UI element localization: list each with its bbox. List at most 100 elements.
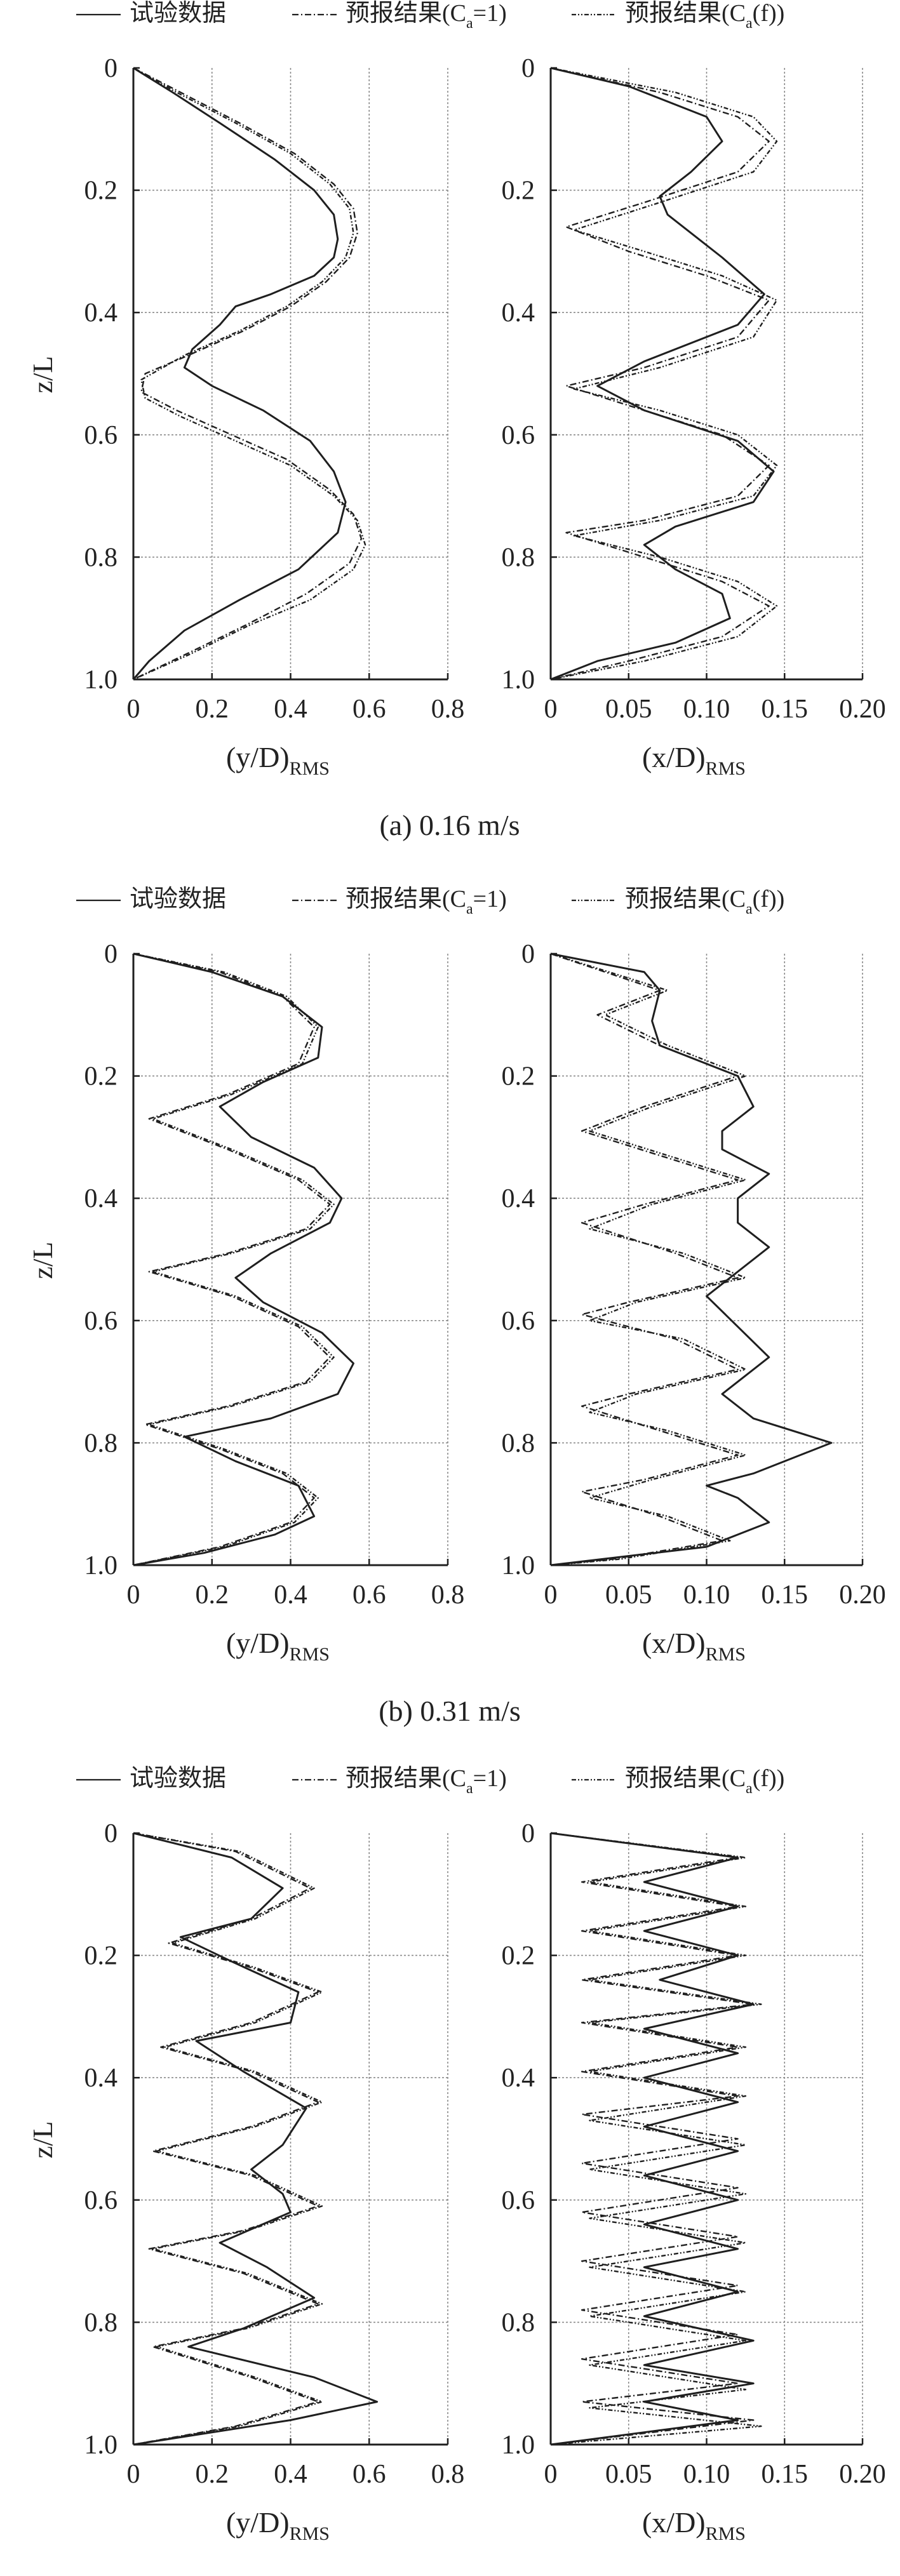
panel-2: 试验数据 预报结果(Ca​=1) 预报结果(Ca​(f)) 0 0.2 0.4 0.6 0.8… (27, 886, 886, 1727)
x-tick-label: 0 (127, 2460, 140, 2489)
legend-label: 预报结果(Ca​=1) (346, 0, 507, 32)
y-tick-label: 0.2 (502, 177, 535, 206)
x-axis-label: (x/D)RMS (642, 1627, 746, 1665)
y-tick-label: 0.4 (502, 298, 535, 328)
legend-label: 预报结果(Ca​(f)) (625, 1765, 784, 1797)
subplot-2: 0 0.2 0.4 0.6 0.8 1.0 0 0.05 0.10 0.15 0.20 (x/D)RM… (502, 1819, 886, 2544)
x-tick-label: 0.15 (762, 2460, 809, 2489)
panel-caption: (a) 0.16 m/s (379, 809, 520, 841)
y-tick-label: 0 (521, 54, 535, 83)
x-tick-label: 0.05 (605, 2460, 652, 2489)
y-tick-label: 0.6 (84, 421, 118, 450)
y-tick-label: 0 (104, 940, 118, 969)
x-tick-label: 0.2 (196, 695, 229, 724)
x-tick-label: 0.20 (839, 1580, 886, 1610)
legend: 试验数据 预报结果(Ca​=1) 预报结果(Ca​(f)) (76, 0, 784, 32)
x-tick-label: 0.05 (605, 695, 652, 724)
legend-label: 试验数据 (130, 0, 226, 27)
series-line-3 (133, 67, 366, 681)
y-tick-label: 0.8 (502, 2308, 535, 2337)
x-tick-label: 0 (127, 695, 140, 724)
y-tick-label: 0.6 (84, 1307, 118, 1336)
series-line-2 (133, 952, 331, 1566)
x-tick-label: 0.20 (839, 2460, 886, 2489)
series-line-1 (133, 952, 354, 1566)
y-tick-label: 0.4 (502, 2064, 535, 2093)
y-tick-label: 1.0 (84, 665, 118, 695)
subplot-1: 0 0.2 0.4 0.6 0.8 1.0 0 0.2 0.4 0.6 0.8 z/L (y/D)RMS (27, 1819, 464, 2544)
y-tick-label: 0 (521, 940, 535, 969)
y-tick-label: 0.4 (84, 2064, 118, 2093)
y-tick-label: 0.8 (502, 1429, 535, 1458)
series-line-2 (550, 952, 739, 1566)
y-tick-label: 0.2 (502, 1062, 535, 1091)
subplot-2: 0 0.2 0.4 0.6 0.8 1.0 0 0.05 0.10 0.15 0.20 (x/D)RM… (502, 54, 886, 779)
y-tick-label: 0.8 (84, 543, 118, 572)
x-tick-label: 0.2 (196, 1580, 229, 1610)
y-tick-label: 0.8 (84, 1429, 118, 1458)
legend-label: 预报结果(Ca​(f)) (625, 0, 784, 32)
y-tick-label: 0.2 (502, 1942, 535, 1971)
x-tick-label: 0.05 (605, 1580, 652, 1610)
x-tick-label: 0.15 (762, 695, 809, 724)
y-axis-label: z/L (27, 1242, 58, 1279)
y-tick-label: 0.6 (502, 1307, 535, 1336)
y-tick-label: 0.2 (84, 1062, 118, 1091)
legend-label: 试验数据 (130, 886, 226, 912)
series-line-1 (132, 67, 347, 680)
panel-1: 试验数据 预报结果(Ca​=1) 预报结果(Ca​(f)) 0 0.2 0.4 0.6 0.8… (27, 0, 886, 841)
x-tick-label: 0.6 (353, 695, 386, 724)
x-tick-label: 0 (127, 1580, 140, 1610)
y-tick-label: 0.6 (84, 2186, 118, 2215)
series-line-1 (550, 952, 833, 1566)
x-tick-label: 0 (544, 2460, 558, 2489)
series-line-2 (133, 1832, 319, 2446)
y-tick-label: 1.0 (502, 1551, 535, 1580)
series-line-2 (550, 1832, 755, 2446)
y-tick-label: 0 (104, 1819, 118, 1848)
legend-label: 试验数据 (130, 1765, 226, 1792)
y-axis-label: z/L (27, 2121, 58, 2159)
x-tick-label: 0.8 (431, 2460, 465, 2489)
x-tick-label: 0.10 (683, 695, 730, 724)
series-line-2 (550, 67, 770, 681)
y-tick-label: 0.2 (84, 177, 118, 206)
legend: 试验数据 预报结果(Ca​=1) 预报结果(Ca​(f)) (76, 1765, 784, 1797)
y-tick-label: 0 (521, 1819, 535, 1848)
series-line-1 (550, 1832, 755, 2446)
y-tick-label: 0.4 (502, 1184, 535, 1213)
series-line-3 (133, 1832, 323, 2446)
series-line-2 (133, 67, 363, 681)
y-tick-label: 1.0 (502, 2431, 535, 2460)
x-tick-label: 0.6 (353, 1580, 386, 1610)
y-tick-label: 0.8 (84, 2308, 118, 2337)
x-axis-label: (y/D)RMS (226, 2506, 330, 2544)
subplot-2: 0 0.2 0.4 0.6 0.8 1.0 0 0.05 0.10 0.15 0.20 (x/D)RM… (502, 940, 886, 1665)
y-tick-label: 1.0 (502, 665, 535, 695)
subplot-1: 0 0.2 0.4 0.6 0.8 1.0 0 0.2 0.4 0.6 0.8 z/L (y/D)RMS (27, 940, 464, 1665)
x-tick-label: 0.8 (431, 695, 465, 724)
y-tick-label: 1.0 (84, 1551, 118, 1580)
x-tick-label: 0.10 (683, 1580, 730, 1610)
x-tick-label: 0.4 (274, 2460, 307, 2489)
series-line-3 (550, 1832, 762, 2446)
x-axis-label: (x/D)RMS (642, 2506, 746, 2544)
panel-3: 试验数据 预报结果(Ca​=1) 预报结果(Ca​(f)) 0 0.2 0.4 0.6 0.8… (27, 1765, 886, 2576)
series-line-3 (550, 952, 747, 1566)
x-tick-label: 0.4 (274, 1580, 307, 1610)
x-tick-label: 0.6 (353, 2460, 386, 2489)
y-tick-label: 0.4 (84, 298, 118, 328)
y-tick-label: 0.6 (502, 2186, 535, 2215)
x-tick-label: 0.4 (274, 695, 307, 724)
panel-caption: (c) 54 m/s (391, 2574, 509, 2576)
legend: 试验数据 预报结果(Ca​=1) 预报结果(Ca​(f)) (76, 886, 784, 918)
legend-label: 预报结果(Ca​=1) (346, 886, 507, 918)
y-tick-label: 0.2 (84, 1942, 118, 1971)
series-line-3 (550, 67, 778, 681)
series-line-1 (133, 1832, 379, 2446)
x-axis-label: (x/D)RMS (642, 741, 746, 779)
x-tick-label: 0.15 (762, 1580, 809, 1610)
x-tick-label: 0.20 (839, 695, 886, 724)
y-tick-label: 0.4 (84, 1184, 118, 1213)
